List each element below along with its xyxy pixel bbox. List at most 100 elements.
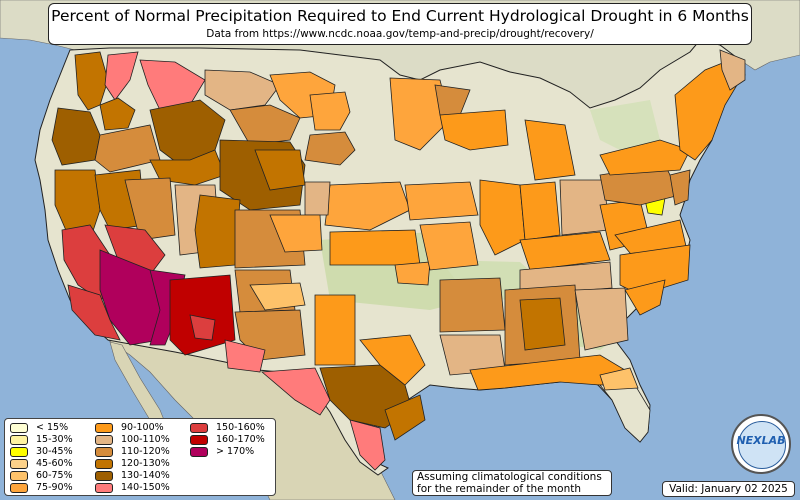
legend-item: 15-30% [10, 434, 73, 446]
legend-swatch [190, 435, 208, 445]
region-wa-north [104, 51, 139, 101]
legend-label: 150-160% [216, 422, 265, 433]
legend-swatch [95, 471, 113, 481]
legend-swatch [10, 459, 28, 469]
region-tx-coast [384, 394, 426, 441]
legend-label: 90-100% [121, 422, 164, 433]
region-ny [599, 139, 691, 176]
legend-item: < 15% [10, 422, 73, 434]
region-ky [519, 231, 611, 271]
title-box: Percent of Normal Precipitation Required… [48, 3, 752, 45]
region-ks [329, 229, 421, 266]
legend-item: 100-110% [95, 434, 170, 446]
legend-item: 90-100% [95, 422, 170, 434]
legend-label: 15-30% [36, 434, 73, 445]
legend-item: 60-75% [10, 470, 73, 482]
region-mn [389, 77, 451, 151]
legend-column-1: < 15% 15-30% 30-45% 45-60% 60-75% 75-90% [10, 422, 73, 494]
region-az-central [169, 274, 236, 356]
legend-label: 160-170% [216, 434, 265, 445]
legend-item: 140-150% [95, 482, 170, 494]
legend-swatch [95, 483, 113, 493]
legend-swatch [95, 459, 113, 469]
legend-swatch [95, 447, 113, 457]
region-me [719, 49, 746, 91]
region-nd [309, 91, 351, 131]
region-nj [669, 169, 691, 206]
region-nm-east [249, 282, 306, 311]
valid-date: Valid: January 02 2025 [662, 481, 795, 497]
region-co-east [269, 214, 323, 253]
legend-swatch [10, 471, 28, 481]
region-mt-west [204, 69, 281, 111]
region-ut-east [194, 194, 241, 269]
region-nc [619, 244, 691, 296]
legend-swatch [95, 435, 113, 445]
note-line-2: for the remainder of the month [417, 483, 582, 495]
legend-item: 120-130% [95, 458, 170, 470]
region-tn [519, 261, 613, 296]
region-new-england [674, 59, 741, 161]
legend: < 15% 15-30% 30-45% 45-60% 60-75% 75-90% 90-1… [4, 418, 276, 496]
region-ne [324, 181, 411, 231]
legend-swatch [190, 447, 208, 457]
region-tx-west [260, 367, 331, 416]
region-az-se [189, 314, 216, 341]
region-ar [439, 277, 506, 333]
assumption-note: Assuming climatological conditions for t… [412, 470, 612, 496]
legend-label: 130-140% [121, 470, 170, 481]
nexlab-logo: NEXLAB [731, 414, 791, 474]
legend-swatch [95, 423, 113, 433]
legend-label: 45-60% [36, 458, 73, 469]
legend-column-2: 90-100% 100-110% 110-120% 120-130% 130-140% 1… [95, 422, 170, 494]
legend-item: 130-140% [95, 470, 170, 482]
legend-label: 60-75% [36, 470, 73, 481]
region-fl-north [599, 367, 639, 391]
region-mo [419, 221, 479, 271]
legend-item: 150-160% [190, 422, 265, 434]
legend-label: 75-90% [36, 482, 73, 493]
region-in [519, 181, 561, 241]
region-sd [304, 131, 356, 166]
region-ne-west [304, 181, 331, 216]
logo-text: NEXLAB [736, 434, 786, 447]
legend-item: 75-90% [10, 482, 73, 494]
legend-swatch [10, 447, 28, 457]
legend-label: > 170% [216, 446, 255, 457]
northeast-green [590, 100, 660, 150]
legend-item: 30-45% [10, 446, 73, 458]
region-mi [524, 119, 576, 181]
legend-label: 100-110% [121, 434, 170, 445]
region-ks-east [394, 261, 431, 286]
region-tx-panhandle [314, 294, 356, 366]
region-tx-east [359, 334, 426, 386]
region-ia [404, 181, 479, 221]
region-mt-central [229, 104, 301, 146]
region-ms-al-2 [519, 297, 566, 351]
region-wa-east [99, 97, 136, 131]
legend-label: 110-120% [121, 446, 170, 457]
legend-label: 30-45% [36, 446, 73, 457]
region-tx-south [349, 419, 386, 471]
legend-swatch [190, 423, 208, 433]
region-wi [439, 109, 509, 151]
region-il [479, 179, 526, 256]
legend-label: 120-130% [121, 458, 170, 469]
legend-label: 140-150% [121, 482, 170, 493]
map-subtitle: Data from https://www.ncdc.noaa.gov/temp… [206, 28, 594, 40]
note-line-1: Assuming climatological conditions [417, 471, 602, 483]
region-ca-south [67, 284, 121, 341]
region-nm-sw [224, 339, 266, 373]
region-sc [624, 279, 666, 316]
region-nv-east [124, 177, 176, 241]
legend-column-3: 150-160% 160-170% > 170% [190, 422, 265, 458]
logo-globe-icon [738, 421, 786, 469]
region-fl [599, 384, 651, 443]
region-or-central [94, 124, 161, 173]
legend-item: > 170% [190, 446, 265, 458]
legend-swatch [10, 435, 28, 445]
legend-item: 160-170% [190, 434, 265, 446]
region-ga [574, 287, 629, 351]
